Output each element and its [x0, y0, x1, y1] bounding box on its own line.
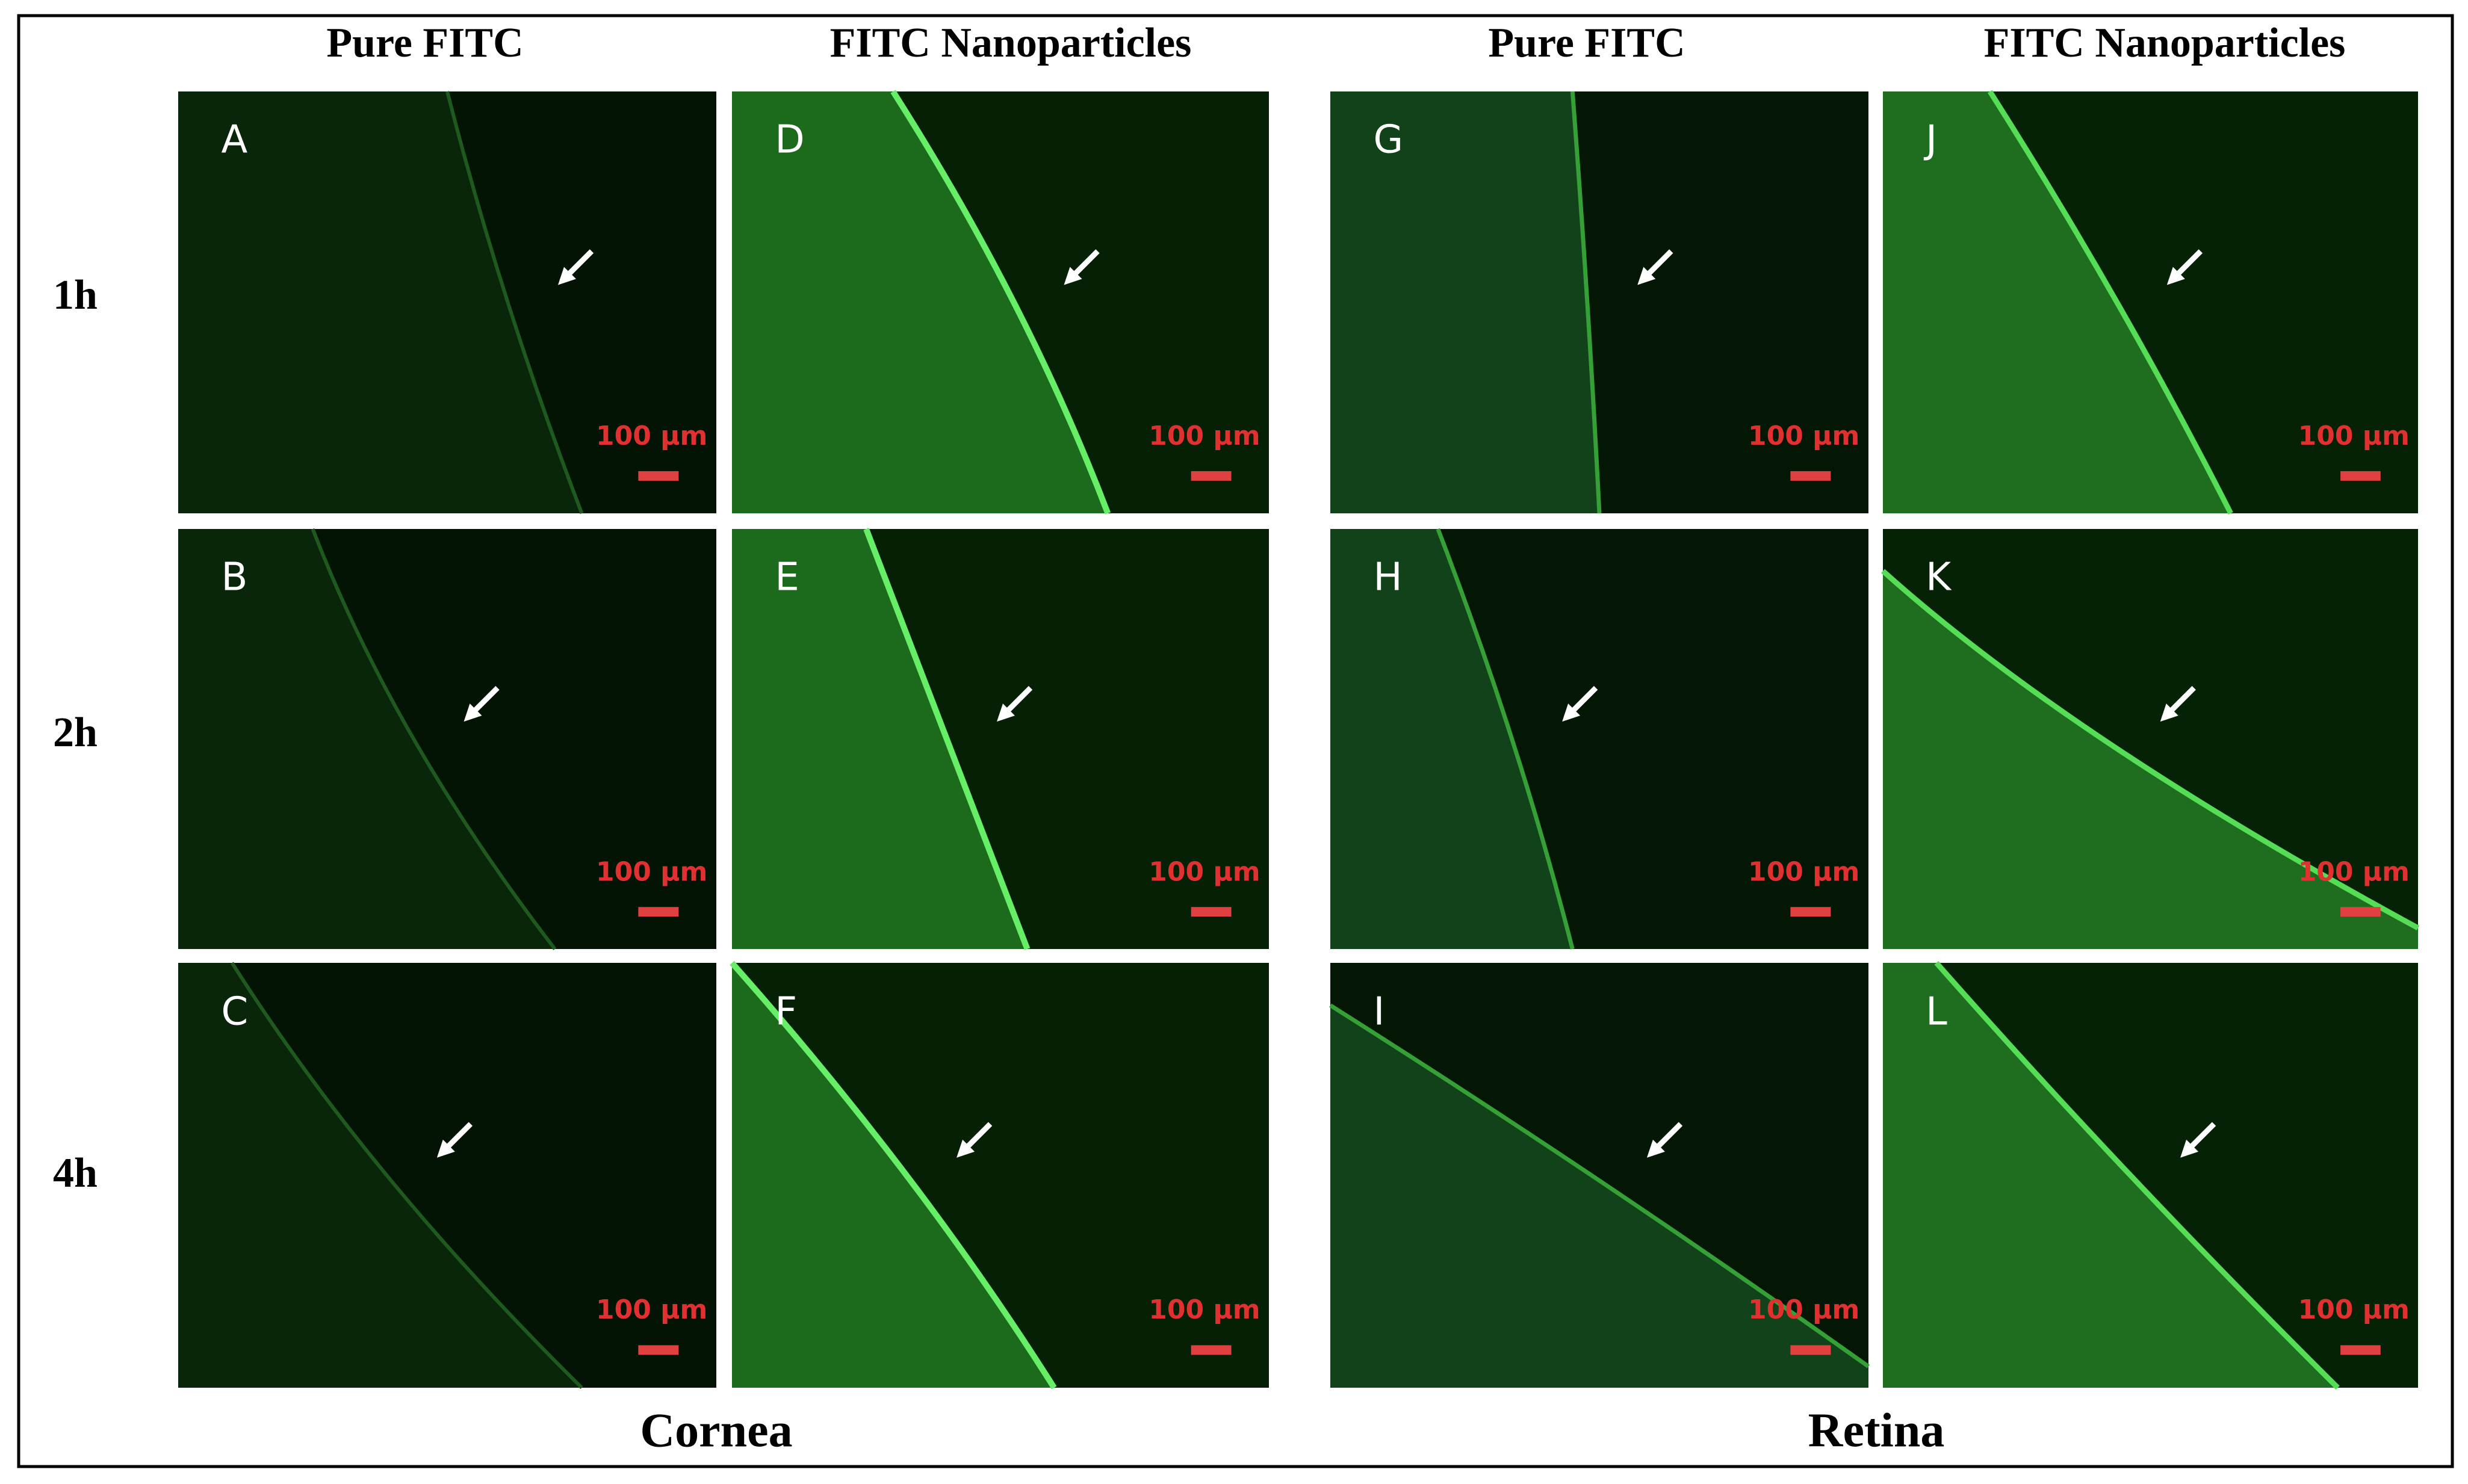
tissue-region	[178, 963, 582, 1388]
scale-label: 100 µm	[596, 856, 707, 887]
column-header: FITC Nanoparticles	[830, 20, 1192, 66]
panel-letter: E	[775, 555, 799, 599]
scale-bar	[638, 471, 679, 481]
tissue-edge	[1570, 91, 1602, 514]
arrow-head	[436, 1139, 455, 1158]
arrow-head	[557, 267, 576, 285]
panel-letter: H	[1374, 555, 1403, 599]
micrograph-panel: K 100 µm	[1880, 529, 2420, 949]
arrow-head	[997, 703, 1015, 722]
arrow-head	[957, 1139, 975, 1158]
panel-letter: I	[1374, 989, 1385, 1034]
tissue-region	[1330, 91, 1599, 513]
arrow-head	[1637, 267, 1656, 285]
tissue-region	[178, 91, 582, 513]
micrograph-panel: H 100 µm	[1330, 528, 1868, 950]
row-label: 2h	[53, 710, 98, 756]
column-header: FITC Nanoparticles	[1984, 20, 2346, 66]
scale-bar	[1790, 907, 1831, 917]
scale-label: 100 µm	[596, 1294, 707, 1325]
scale-label: 100 µm	[596, 421, 707, 451]
panel-letter: K	[1926, 555, 1952, 599]
scale-bar	[1191, 907, 1232, 917]
panel-letter: C	[222, 989, 249, 1034]
arrow-head	[1646, 1139, 1665, 1158]
arrow-head	[1064, 267, 1082, 285]
scale-bar	[1191, 1345, 1232, 1355]
scale-label: 100 µm	[1149, 1294, 1260, 1325]
arrow-head	[2160, 703, 2178, 722]
micrograph-panel: G 100 µm	[1330, 91, 1868, 514]
tissue-edge	[1329, 1003, 1870, 1368]
scale-label: 100 µm	[1748, 856, 1859, 887]
scale-bar	[1790, 1345, 1831, 1355]
scale-bar	[638, 1345, 679, 1355]
micrograph-panel: F 100 µm	[730, 960, 1269, 1390]
arrow-head	[2180, 1139, 2199, 1158]
micrograph-panel: B 100 µm	[178, 528, 716, 950]
panel-letter: L	[1926, 989, 1947, 1034]
micrograph-panel: E 100 µm	[732, 528, 1269, 950]
scale-label: 100 µm	[1149, 421, 1260, 451]
tissue-region	[1883, 963, 2338, 1388]
column-header: Pure FITC	[1488, 20, 1685, 66]
scale-bar	[2340, 471, 2381, 481]
tissue-region	[732, 963, 1055, 1388]
scale-label: 100 µm	[2298, 421, 2410, 451]
row-label: 4h	[53, 1150, 98, 1196]
panel-letter: J	[1923, 118, 1937, 162]
tissue-edge	[1436, 528, 1575, 950]
scale-bar	[1790, 471, 1831, 481]
arrow-head	[2166, 267, 2185, 285]
row-label: 1h	[53, 272, 98, 318]
scale-label: 100 µm	[1748, 421, 1859, 451]
micrograph-panel: J 100 µm	[1883, 90, 2418, 515]
scale-label: 100 µm	[1149, 856, 1260, 887]
tissue-edge	[890, 90, 1111, 515]
column-header: Pure FITC	[326, 20, 523, 66]
scale-bar	[638, 907, 679, 917]
tissue-edge	[730, 960, 1057, 1390]
tissue-region	[178, 529, 555, 949]
micrograph-panel: D 100 µm	[732, 90, 1269, 515]
tissue-edge	[1987, 90, 2233, 515]
tissue-region	[1330, 529, 1573, 949]
group-label: Retina	[1808, 1404, 1945, 1457]
tissue-region	[732, 91, 1108, 513]
panel-letter: G	[1374, 118, 1404, 162]
scale-label: 100 µm	[2298, 856, 2410, 887]
panel-letter: A	[222, 118, 248, 162]
tissue-region	[1883, 91, 2231, 513]
micrograph-panel: C 100 µm	[178, 962, 716, 1390]
panel-letter: B	[222, 555, 248, 599]
scale-bar	[2340, 907, 2381, 917]
scale-bar	[2340, 1345, 2381, 1355]
micrograph-panel: I 100 µm	[1329, 963, 1870, 1388]
scale-label: 100 µm	[2298, 1294, 2410, 1325]
panel-letter: F	[775, 989, 797, 1034]
frame	[17, 14, 2454, 1468]
micrograph-panel: A 100 µm	[178, 91, 716, 515]
scale-label: 100 µm	[1748, 1294, 1859, 1325]
group-label: Cornea	[640, 1404, 792, 1457]
arrow-head	[464, 703, 482, 722]
panel-letter: D	[775, 118, 804, 162]
tissue-edge	[311, 528, 557, 950]
arrow-head	[1562, 703, 1581, 722]
tissue-region	[732, 529, 1028, 949]
tissue-edge	[230, 962, 583, 1390]
tissue-edge	[1880, 569, 2420, 931]
tissue-edge	[863, 528, 1031, 950]
micrograph-panel: L 100 µm	[1883, 961, 2418, 1390]
scale-bar	[1191, 471, 1232, 481]
tissue-edge	[1934, 961, 2340, 1390]
tissue-region	[1330, 1005, 1868, 1388]
tissue-edge	[445, 91, 584, 515]
